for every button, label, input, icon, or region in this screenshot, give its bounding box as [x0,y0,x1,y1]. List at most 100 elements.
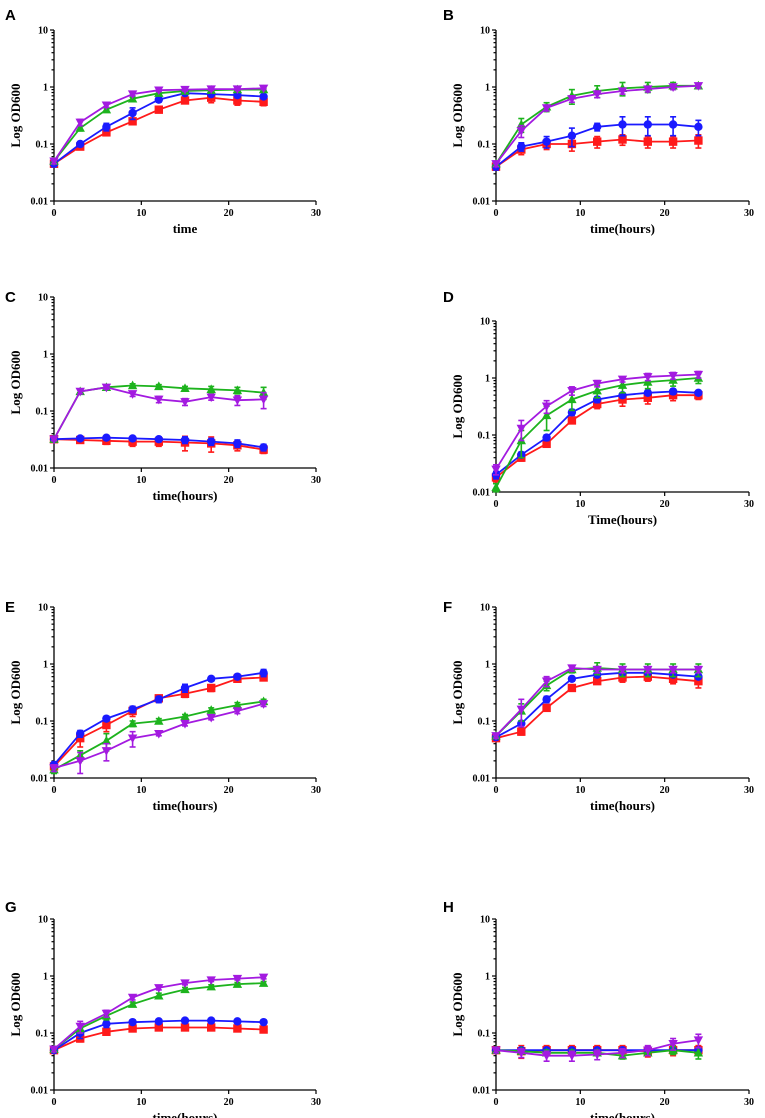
panel-a: A 0.01 0.1 1 10 0 10 20 30 time Log OD600 [5,7,321,236]
x-tick-label: 30 [744,785,754,796]
data-point [618,135,627,144]
data-point [617,1049,628,1058]
data-point [154,105,163,114]
x-tick-label: 30 [311,475,321,486]
series-purple [49,84,269,167]
data-point [154,95,163,104]
data-point [76,729,85,738]
series-line [53,386,264,440]
data-point [154,990,164,1000]
data-point [232,707,243,716]
data-point [232,85,243,95]
data-point [668,665,678,675]
data-point [76,434,85,443]
data-point [592,90,602,100]
panel-letter: E [5,599,15,616]
x-tick-label: 0 [494,208,499,219]
data-point [491,482,501,492]
x-tick-label: 20 [224,208,234,219]
data-point [180,979,190,989]
x-tick-label: 30 [744,1097,754,1108]
y-tick-label: 1 [43,660,48,671]
data-point [541,677,552,687]
data-point [517,142,526,151]
data-point [127,390,138,399]
data-point [542,695,551,704]
data-point [516,1049,526,1058]
data-point [643,393,652,402]
data-point [101,735,112,745]
series-purple [49,973,269,1055]
y-axis-title: Log OD600 [450,973,465,1037]
data-point [516,127,526,136]
data-point [180,689,190,699]
data-point [49,435,59,445]
series-purple [491,1033,704,1063]
data-point [567,674,577,683]
y-tick-label: 1 [485,374,490,385]
panel-letter: F [443,599,452,616]
y-tick-label: 10 [38,915,48,926]
data-point [617,375,628,385]
data-point [643,120,652,129]
data-point [542,439,551,449]
y-tick-label: 1 [485,83,490,94]
y-tick-label: 10 [480,317,490,328]
data-point [567,386,577,396]
x-axis-title: time(hours) [590,221,655,236]
data-point [592,379,602,389]
x-axis-title: time(hours) [590,1110,655,1118]
data-point [643,137,652,146]
series-purple [49,700,269,775]
panel-letter: G [5,899,17,916]
data-point [180,1023,190,1032]
y-tick-label: 10 [38,603,48,614]
x-tick-label: 0 [494,785,499,796]
data-point [180,398,190,407]
data-point [593,137,602,146]
data-point [693,82,704,91]
data-point [102,720,111,730]
data-point [694,388,703,397]
data-point [541,402,552,412]
data-point [128,434,137,443]
data-point [128,117,137,126]
panel-g: G 0.01 0.1 1 10 0 10 20 30 time(hours) Log OD600 [5,899,321,1118]
data-point [618,395,627,404]
panel-d: D 0.01 0.1 1 10 0 10 20 30 Time(hours) Log OD600 [443,289,754,527]
x-axis-title: time(hours) [153,1110,218,1118]
data-point [258,973,269,983]
x-tick-label: 30 [311,785,321,796]
data-point [567,131,577,140]
data-point [102,128,111,137]
data-point [693,1036,704,1046]
panel-f: F 0.01 0.1 1 10 0 10 20 30 time(hours) Log OD600 [443,599,754,813]
data-point [233,96,242,105]
y-tick-label: 0.01 [473,488,491,499]
data-point [154,435,163,444]
data-point [694,676,703,686]
panel-b: B 0.01 0.1 1 10 0 10 20 30 time(hours) Log OD600 [443,7,754,236]
y-tick-label: 10 [480,915,490,926]
data-point [694,122,703,132]
y-tick-label: 10 [480,26,490,37]
x-tick-label: 10 [575,785,585,796]
x-tick-label: 10 [575,1097,585,1108]
data-point [127,718,138,728]
x-axis-title: time [173,221,198,236]
data-point [668,1039,678,1049]
data-point [127,734,138,744]
y-tick-label: 10 [38,26,48,37]
y-tick-label: 0.1 [36,140,49,151]
series-purple [491,82,704,169]
data-point [643,1046,653,1056]
data-point [567,664,577,674]
data-point [491,732,501,741]
data-point [542,433,551,442]
x-axis-title: Time(hours) [588,512,657,527]
data-point [206,393,216,403]
x-tick-label: 20 [660,785,670,796]
y-tick-label: 1 [485,972,490,983]
y-tick-label: 0.01 [31,197,49,208]
y-axis-title: Log OD600 [450,661,465,725]
